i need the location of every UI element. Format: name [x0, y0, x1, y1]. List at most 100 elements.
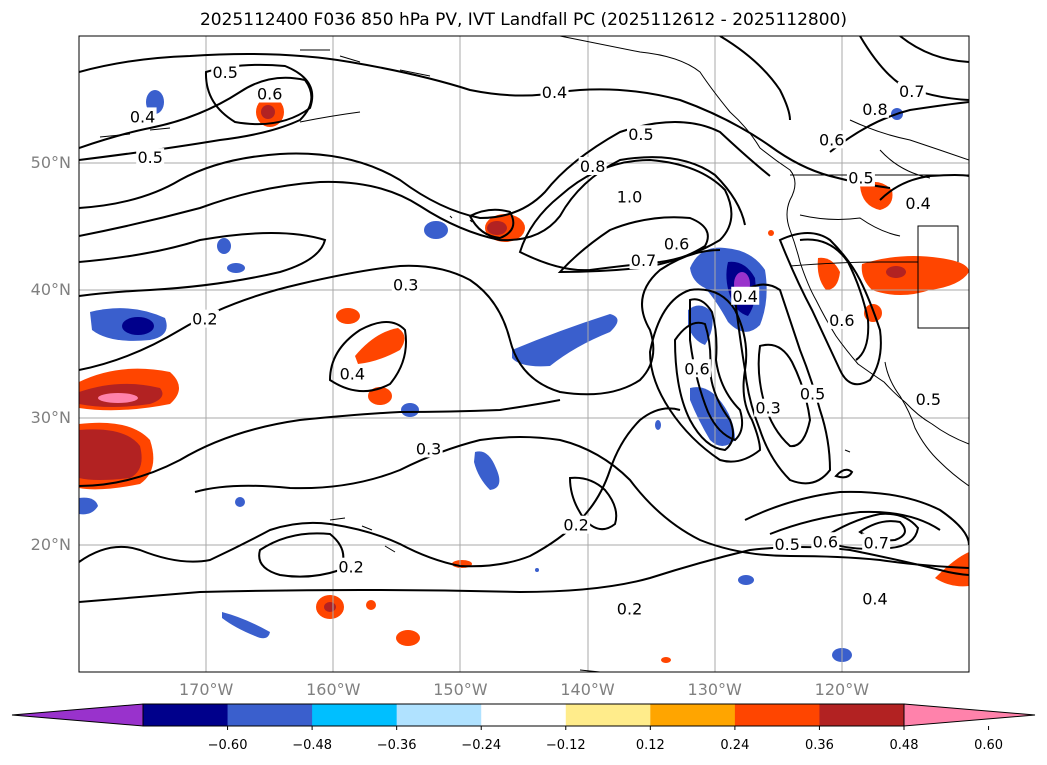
longitude-label: 160°W [306, 680, 361, 699]
contour-label-bg [798, 384, 827, 403]
contour-labels: 0.50.60.40.50.40.5 0.60.70.80.81.00.70.60… [128, 62, 943, 619]
map-frame [78, 35, 970, 673]
latitude-label: 40°N [30, 280, 71, 300]
colorbar [11, 703, 1036, 730]
contour-label-bg [662, 234, 691, 253]
contour-label-bg [860, 99, 889, 118]
colorbar-bin [312, 704, 398, 726]
colorbar-frame [142, 703, 905, 727]
contour-label: 0.6 [813, 532, 838, 551]
contour-label: 0.7 [863, 534, 888, 553]
contour-label: 0.6 [829, 311, 854, 330]
colorbar-bin [396, 704, 482, 726]
colorbar-tick-label: 0.12 [635, 738, 665, 753]
colorbar-bin [650, 704, 736, 726]
coastlines [99, 36, 969, 672]
contour-label: 0.5 [800, 385, 825, 404]
latitude-label: 30°N [30, 407, 71, 427]
contour-label: 0.5 [916, 390, 941, 409]
contour-label-bg [391, 275, 420, 294]
latitude-label: 50°N [30, 153, 71, 173]
colorbar-tick-label: 0.36 [804, 738, 834, 753]
colorbar-bin [734, 704, 820, 726]
contour-label: 0.7 [899, 82, 924, 101]
contour-label-bg [211, 62, 240, 81]
contour-label-bg [562, 515, 591, 534]
contour-label: 0.5 [848, 168, 873, 187]
contour-label: 0.3 [755, 399, 780, 418]
contour-label-bg [897, 81, 926, 100]
contour-label-bg [615, 599, 644, 618]
gridlines [79, 36, 969, 672]
contour-label: 0.4 [130, 107, 155, 126]
contour-label: 0.3 [393, 275, 418, 294]
colorbar-bin [819, 704, 905, 726]
contour-label: 0.4 [542, 83, 567, 102]
colorbar-bin [481, 704, 567, 726]
contour-label-bg [626, 125, 655, 144]
contour-label-bg [190, 309, 219, 328]
longitude-label: 130°W [687, 680, 742, 699]
contour-label-bg [773, 534, 802, 553]
contour-label-bg [414, 439, 443, 458]
contour-label: 0.4 [905, 194, 930, 213]
contour-label: 0.4 [733, 287, 758, 306]
colorbar-tick-label: 0.48 [889, 738, 919, 753]
contour-label-bg [338, 364, 367, 383]
contour-label: 0.6 [684, 359, 709, 378]
contour-label: 0.5 [774, 535, 799, 554]
contour-label-bg [827, 310, 856, 329]
colorbar-bin [565, 704, 651, 726]
contour-label-bg [682, 359, 711, 378]
contour-label-bg [862, 533, 891, 552]
contour-label: 0.4 [340, 364, 365, 383]
contour-label-bg [337, 557, 366, 576]
contour-label-bg [914, 389, 943, 408]
colorbar-extend-low [11, 703, 144, 727]
contour-label-bg [731, 286, 760, 305]
contour-label: 0.2 [617, 600, 642, 619]
colorbar-extend-high [903, 703, 1036, 727]
colorbar-tick-label: 0.60 [974, 738, 1004, 753]
contour-label: 0.2 [192, 310, 217, 329]
contour-label-bg [817, 130, 846, 149]
map-title: 2025112400 F036 850 hPa PV, IVT Landfall… [199, 10, 847, 30]
longitude-label: 150°W [433, 680, 488, 699]
colorbar-tick-label: −0.36 [376, 738, 417, 753]
colorbar-tick-label: 0.24 [720, 738, 750, 753]
contour-label: 0.8 [862, 100, 887, 119]
contour-label: 0.5 [212, 63, 237, 82]
colorbar-bin [227, 704, 313, 726]
contour-label-bg [754, 398, 783, 417]
colorbar-tick-label: −0.60 [207, 738, 248, 753]
longitude-label: 140°W [560, 680, 615, 699]
contour-label: 0.6 [257, 85, 282, 104]
colorbar-tick-label: −0.48 [292, 738, 333, 753]
contour-label: 0.2 [563, 516, 588, 535]
contour-label: 0.2 [338, 558, 363, 577]
contour-label: 0.5 [137, 148, 162, 167]
contour-label: 0.3 [416, 439, 441, 458]
pv-contours [79, 36, 969, 603]
contour-label-bg [904, 193, 933, 212]
contour-label-bg [615, 187, 644, 206]
contour-label: 1.0 [617, 188, 642, 207]
longitude-label: 120°W [814, 680, 870, 699]
contour-label-bg [540, 83, 569, 102]
contour-label-bg [629, 251, 658, 270]
contour-label: 0.6 [819, 130, 844, 149]
contour-label: 0.7 [631, 251, 656, 270]
colorbar-bin [143, 704, 229, 726]
contour-label-bg [578, 157, 607, 176]
contour-label: 0.4 [862, 589, 887, 608]
colorbar-tick-label: −0.12 [545, 738, 586, 753]
latitude-label: 20°N [30, 534, 71, 554]
contour-label: 0.5 [628, 125, 653, 144]
contour-label: 0.8 [580, 157, 605, 176]
colorbar-tick-label: −0.24 [461, 738, 502, 753]
contour-label-bg [255, 84, 284, 103]
contour-label-bg [846, 168, 875, 187]
contour-label-bg [136, 148, 165, 167]
contour-label-bg [128, 107, 157, 126]
